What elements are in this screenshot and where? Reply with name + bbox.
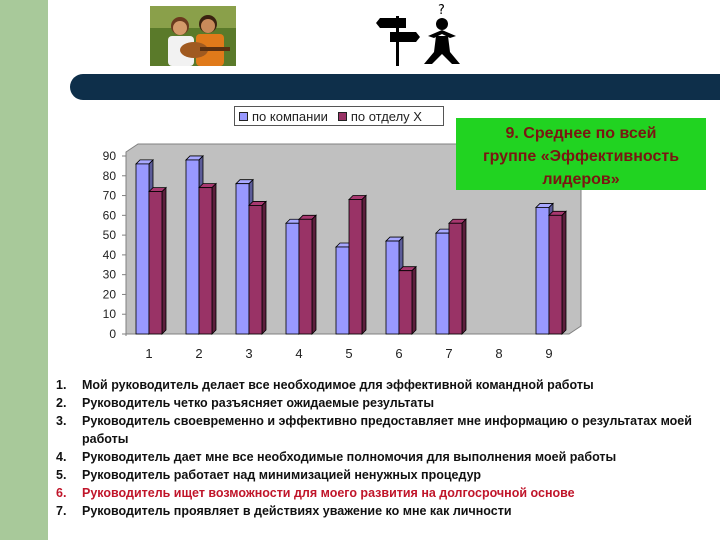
list-text: Руководитель ищет возможности для моего … — [82, 486, 575, 500]
y-tick-label: 20 — [103, 287, 117, 301]
bar-2-5 — [348, 194, 367, 335]
legend-swatch-series1 — [239, 111, 248, 121]
list-number: 4. — [56, 450, 67, 464]
y-tick-label: 0 — [109, 327, 116, 341]
x-tick-label: 8 — [495, 346, 502, 361]
slide-title-callout: 9. Среднее по всей группе «Эффективность… — [456, 118, 706, 190]
x-tick-label: 3 — [245, 346, 252, 361]
bar-2-7 — [448, 218, 467, 335]
bar-2-4 — [298, 214, 317, 335]
y-tick-labels: 0 10 20 30 40 50 60 70 80 90 — [103, 149, 126, 341]
header-photo — [150, 6, 236, 66]
header-bar — [70, 74, 720, 100]
legend-swatch-series2 — [337, 111, 347, 121]
list-item-5: 5. Руководитель работает над минимизацией… — [56, 466, 716, 484]
y-tick-label: 70 — [103, 189, 117, 203]
x-tick-label: 7 — [445, 346, 452, 361]
x-tick-label: 5 — [345, 346, 352, 361]
list-number: 7. — [56, 504, 67, 518]
list-number: 6. — [56, 486, 67, 500]
bar-2-3 — [248, 200, 267, 335]
list-item-3: 3. Руководитель своевременно и эффективно… — [56, 412, 716, 448]
callout-line-2: группе «Эффективность — [482, 148, 680, 165]
list-text: Руководитель работает над минимизацией н… — [82, 468, 482, 482]
chart-legend: по компании по отделу X — [234, 106, 444, 126]
svg-text:?: ? — [438, 3, 445, 18]
bars-layer — [135, 154, 567, 335]
x-tick-label: 6 — [395, 346, 402, 361]
y-tick-label: 10 — [103, 307, 117, 321]
y-tick-label: 80 — [103, 169, 117, 183]
list-text: Руководитель четко разъясняет ожидаемые … — [82, 396, 435, 410]
list-number: 3. — [56, 414, 67, 428]
y-tick-label: 90 — [103, 149, 117, 163]
callout-line-3: лидеров» — [542, 171, 620, 188]
list-text: Мой руководитель делает все необходимое … — [82, 378, 594, 392]
bar-2-9 — [548, 210, 567, 335]
legend-label-series2: по отделу X — [350, 108, 422, 124]
list-text: Руководитель дает мне все необходимые по… — [82, 450, 617, 464]
y-tick-label: 40 — [103, 248, 117, 262]
bar-2-6 — [398, 265, 417, 335]
list-text: Руководитель своевременно и эффективно п… — [82, 414, 692, 446]
question-list: 1. Мой руководитель делает все необходимо… — [56, 376, 716, 520]
list-item-4: 4. Руководитель дает мне все необходимые … — [56, 448, 716, 466]
y-tick-label: 50 — [103, 228, 117, 242]
signpost-figure-clipart: ? — [376, 2, 466, 68]
list-item-1: 1. Мой руководитель делает все необходимо… — [56, 376, 716, 394]
x-tick-labels: 1 2 3 4 5 6 7 8 9 — [145, 346, 552, 361]
x-tick-label: 1 — [145, 346, 152, 361]
bar-2-2 — [198, 182, 217, 335]
list-text: Руководитель проявляет в действиях уваже… — [82, 504, 512, 518]
y-tick-label: 60 — [103, 208, 117, 222]
list-number: 5. — [56, 468, 67, 482]
list-number: 1. — [56, 378, 67, 392]
callout-line-1: 9. Среднее по всей — [505, 125, 657, 142]
list-item-7: 7. Руководитель проявляет в действиях ува… — [56, 502, 716, 520]
x-tick-label: 4 — [295, 346, 302, 361]
y-tick-label: 30 — [103, 268, 117, 282]
x-tick-label: 2 — [195, 346, 202, 361]
list-number: 2. — [56, 396, 67, 410]
legend-label-series1: по компании — [252, 108, 328, 124]
list-item-2: 2. Руководитель четко разъясняет ожидаемы… — [56, 394, 716, 412]
list-item-6: 6. Руководитель ищет возможности для моег… — [56, 484, 716, 502]
x-tick-label: 9 — [545, 346, 552, 361]
left-decor-strip — [0, 0, 48, 540]
bar-2-1 — [148, 186, 167, 335]
